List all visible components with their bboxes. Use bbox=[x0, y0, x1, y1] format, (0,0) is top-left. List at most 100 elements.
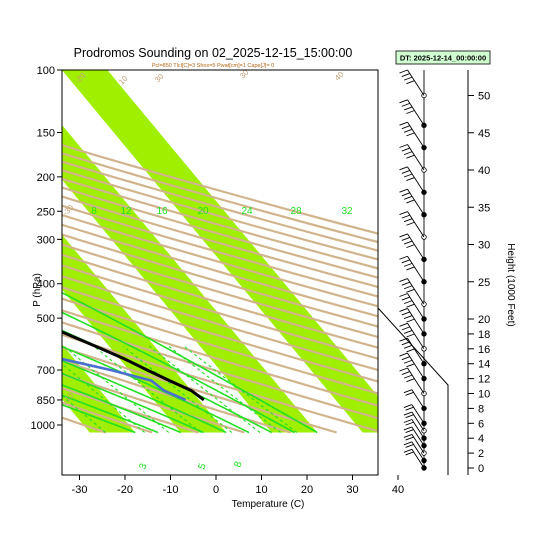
wind-barb bbox=[403, 433, 427, 456]
wind-barb-flag bbox=[405, 414, 414, 419]
dry-adiabat-label: -20 bbox=[375, 311, 390, 326]
wind-barb-flag bbox=[403, 315, 413, 319]
dry-adiabat-label: 30 bbox=[238, 68, 251, 81]
height-axis-label: Height (1000 Feet) bbox=[505, 243, 516, 326]
wind-barb-flag bbox=[403, 173, 413, 178]
wind-barb-flag bbox=[406, 110, 415, 114]
wind-barb-shaft bbox=[407, 367, 425, 394]
wind-barb-flag bbox=[405, 391, 414, 396]
moist-adiabat-label: 24 bbox=[241, 206, 253, 217]
wind-barb-flag bbox=[401, 73, 410, 77]
wind-barb-flag bbox=[401, 214, 410, 219]
isotherm-band bbox=[0, 70, 44, 433]
height-axis: 0 2 4 6 8 10 12 14 16 18 20 25 30 35 40 45 50 bbox=[467, 70, 490, 475]
wind-barb-dot bbox=[421, 405, 427, 412]
dry-adiabat bbox=[62, 297, 378, 395]
dry-adiabat bbox=[0, 70, 60, 433]
wind-barb bbox=[399, 322, 427, 352]
height-tick-label: 35 bbox=[478, 202, 490, 214]
wind-barb-flag bbox=[401, 326, 410, 331]
wind-barb-flag bbox=[401, 259, 410, 264]
wind-barb-flag bbox=[399, 99, 408, 104]
dry-adiabat bbox=[62, 253, 378, 349]
wind-barb-flag bbox=[406, 199, 415, 204]
moist-adiabat-label: 12 bbox=[120, 206, 132, 217]
height-tick-label: 16 bbox=[478, 344, 490, 356]
mixing-ratio-line bbox=[168, 345, 281, 433]
wind-barb-flag bbox=[403, 218, 413, 223]
wind-barb-flag bbox=[406, 266, 415, 271]
wind-barb-shaft bbox=[407, 121, 425, 148]
wind-barb-shaft bbox=[407, 278, 425, 305]
wind-barb-flag bbox=[403, 330, 413, 334]
wind-barb-flag bbox=[401, 311, 410, 316]
p-tick-label: 150 bbox=[37, 128, 55, 140]
height-tick-label: 12 bbox=[478, 374, 490, 386]
chart-subtitle: Pcl=850 Tlcl[C]=3 Shox=5 Pwat[cm]=1 Cape… bbox=[152, 63, 274, 69]
wind-barb-flag bbox=[403, 106, 413, 111]
wind-barb-flag bbox=[403, 433, 413, 438]
dry-adiabat bbox=[62, 401, 153, 434]
wind-barb-flag bbox=[399, 211, 408, 215]
wind-barb-flag bbox=[406, 80, 415, 85]
moist-adiabat-label: 32 bbox=[341, 206, 353, 217]
mixing-ratio-line bbox=[149, 345, 261, 433]
mixing-ratio-line bbox=[122, 345, 233, 433]
dry-adiabat bbox=[62, 275, 378, 372]
height-tick-label: 18 bbox=[478, 329, 490, 341]
wind-barb-flag bbox=[399, 278, 408, 283]
wind-barb-flag bbox=[403, 374, 413, 379]
wind-barb-flag bbox=[399, 352, 408, 357]
height-tick-label: 6 bbox=[478, 418, 484, 430]
wind-barb-flag bbox=[403, 419, 413, 423]
wind-barb-dot bbox=[421, 375, 427, 382]
wind-barb-flag bbox=[406, 154, 415, 159]
moist-adiabat bbox=[62, 384, 182, 434]
plot-frame bbox=[61, 69, 379, 476]
y-axis-label: P (hPa) bbox=[32, 273, 43, 307]
wind-barb-flag bbox=[401, 192, 410, 197]
x-tick-label: -30 bbox=[72, 484, 88, 496]
wind-barb-dot bbox=[421, 301, 427, 307]
height-tick-label: 50 bbox=[478, 91, 490, 103]
y-axis: 100 150 200 250 300 400 500 700 850 1000 bbox=[31, 65, 62, 432]
dry-adiabat bbox=[62, 204, 378, 298]
x-tick-label: 40 bbox=[392, 484, 404, 496]
dry-adiabats bbox=[0, 70, 378, 434]
height-tick-label: 30 bbox=[478, 240, 490, 252]
dry-adiabat bbox=[62, 168, 378, 261]
wind-barb-flag bbox=[399, 293, 408, 297]
wind-barb-shaft bbox=[411, 426, 425, 446]
height-tick-label: 40 bbox=[478, 165, 490, 177]
wind-barb-flag bbox=[406, 363, 415, 368]
dry-adiabat-label: 20 bbox=[376, 112, 389, 125]
wind-barb-shaft bbox=[407, 308, 425, 335]
wind-barb-flag bbox=[399, 121, 408, 126]
wind-barb-flag bbox=[403, 262, 413, 267]
wind-barb-shaft bbox=[411, 411, 425, 431]
wind-barb-flag bbox=[406, 132, 415, 137]
moist-adiabat-label: 16 bbox=[156, 206, 168, 217]
height-tick-label: 0 bbox=[478, 463, 484, 475]
p-tick-label: 250 bbox=[37, 206, 55, 218]
wind-barb-flag bbox=[403, 389, 413, 394]
wind-barb bbox=[399, 99, 427, 128]
wind-barb-flag bbox=[401, 356, 410, 361]
dry-adiabat bbox=[62, 286, 378, 383]
wind-barb bbox=[399, 337, 427, 367]
wind-barb bbox=[403, 404, 427, 426]
wind-barb-flag bbox=[406, 244, 415, 249]
wind-barb-dot bbox=[421, 450, 427, 456]
wind-barb-shaft bbox=[407, 337, 425, 364]
wind-barb bbox=[399, 352, 427, 382]
moist-adiabat bbox=[62, 359, 227, 434]
moist-adiabat bbox=[62, 291, 318, 434]
x-tick-label: 30 bbox=[346, 484, 358, 496]
dry-adiabat-label: -10 bbox=[375, 266, 390, 281]
wind-barb-flag bbox=[403, 285, 413, 290]
dry-adiabat-label: 50 bbox=[376, 70, 389, 83]
wind-barb bbox=[403, 448, 427, 471]
wind-barb-flag bbox=[406, 333, 415, 338]
height-tick-label: 45 bbox=[478, 128, 490, 140]
